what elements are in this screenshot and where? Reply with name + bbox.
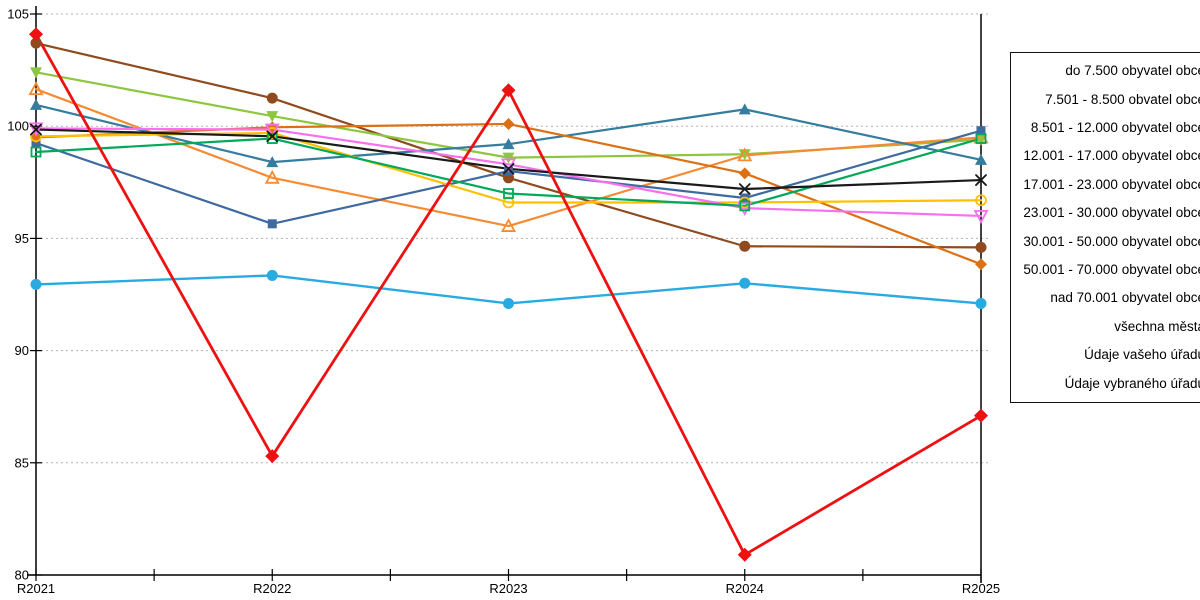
x-axis-label-R2025: R2025 [962,581,1000,596]
series-line-4 [34,127,983,218]
marker-0-R2025 [975,241,987,253]
legend-item-6: 30.001 - 50.000 obyvatel obce [1023,233,1200,249]
marker-4-R2024 [737,202,753,216]
marker-11-R2024 [739,277,751,289]
marker-2-R2024 [737,147,753,162]
marker-9-R2022 [266,130,279,143]
y-axis-label-95: 95 [15,231,29,246]
marker-0-R2024 [739,240,751,252]
marker-11-R2022 [266,269,278,281]
legend-item-7: 50.001 - 70.000 obyvatel obce [1023,262,1200,278]
series-line-10 [34,32,983,557]
marker-0-R2021 [30,37,42,49]
x-axis-label-R2022: R2022 [253,581,291,596]
legend-item-5: 23.001 - 30.000 obyvatel obce [1023,205,1200,221]
marker-9-R2021 [30,123,42,136]
marker-8-R2025 [975,133,987,144]
x-axis-label-R2021: R2021 [17,581,55,596]
marker-11-R2021 [30,278,42,290]
x-axis-label-R2023: R2023 [489,581,527,596]
legend-item-9: všechna města [1114,318,1200,334]
legend-item-3: 12.001 - 17.000 obyvatel obce [1023,148,1200,164]
legend-item-4: 17.001 - 23.000 obyvatel obce [1023,176,1200,192]
legend-item-11: Údaje vybraného úřadu [1064,375,1200,391]
marker-10-R2025 [974,408,988,423]
marker-8-R2023 [503,188,514,199]
series-line-2 [34,88,983,228]
marker-1-R2023 [502,152,515,164]
marker-4-R2022 [264,123,280,138]
y-axis-label-85: 85 [15,455,29,470]
marker-9-R2024 [738,183,751,195]
marker-5-R2021 [30,130,42,143]
marker-3-R2022 [266,156,279,168]
legend-item-2: 8.501 - 12.000 obyvatel obce [1030,120,1200,136]
marker-10-R2021 [29,27,43,42]
legend: do 7.500 obyvatel obce 7.501 - 8.500 obva… [1010,52,1200,403]
marker-3-R2023 [502,138,515,150]
marker-7-R2025 [976,126,986,136]
legend-item-8: nad 70.001 obyvatel obce [1050,290,1200,306]
marker-4-R2021 [28,122,44,137]
marker-10-R2023 [501,83,516,98]
marker-2-R2021 [28,81,44,96]
marker-6-R2024 [738,167,751,180]
marker-1-R2024 [738,149,751,161]
marker-8-R2024 [739,200,751,212]
y-axis-label-80: 80 [15,568,29,583]
marker-2-R2023 [500,218,517,232]
marker-2-R2022 [264,169,280,184]
marker-0-R2022 [266,92,278,104]
marker-7-R2022 [267,219,277,229]
y-axis-label-100: 100 [7,119,29,134]
marker-11-R2025 [975,297,987,309]
marker-1-R2022 [266,111,279,123]
marker-3-R2024 [738,103,751,115]
legend-item-0: do 7.500 obyvatel obce [1065,63,1200,79]
marker-8-R2021 [30,146,42,158]
marker-11-R2023 [503,297,514,309]
marker-1-R2021 [30,67,42,79]
marker-8-R2022 [266,133,278,144]
marker-6-R2025 [975,258,987,271]
marker-3-R2021 [30,98,42,110]
marker-5-R2022 [266,127,279,139]
series-line-8 [34,137,983,207]
marker-9-R2025 [975,174,987,186]
y-axis-label-105: 105 [7,7,29,22]
marker-4-R2025 [973,210,989,224]
y-axis-label-90: 90 [15,343,29,358]
marker-3-R2025 [975,153,987,165]
legend-item-10: Údaje vašeho úřadu [1084,347,1200,363]
legend-item-1: 7.501 - 8.500 obvatel obce [1045,91,1200,107]
marker-9-R2023 [502,162,515,175]
marker-6-R2023 [502,117,515,130]
marker-5-R2025 [975,194,987,207]
marker-10-R2024 [737,547,752,562]
x-axis-label-R2024: R2024 [726,581,764,596]
marker-10-R2022 [265,449,280,464]
